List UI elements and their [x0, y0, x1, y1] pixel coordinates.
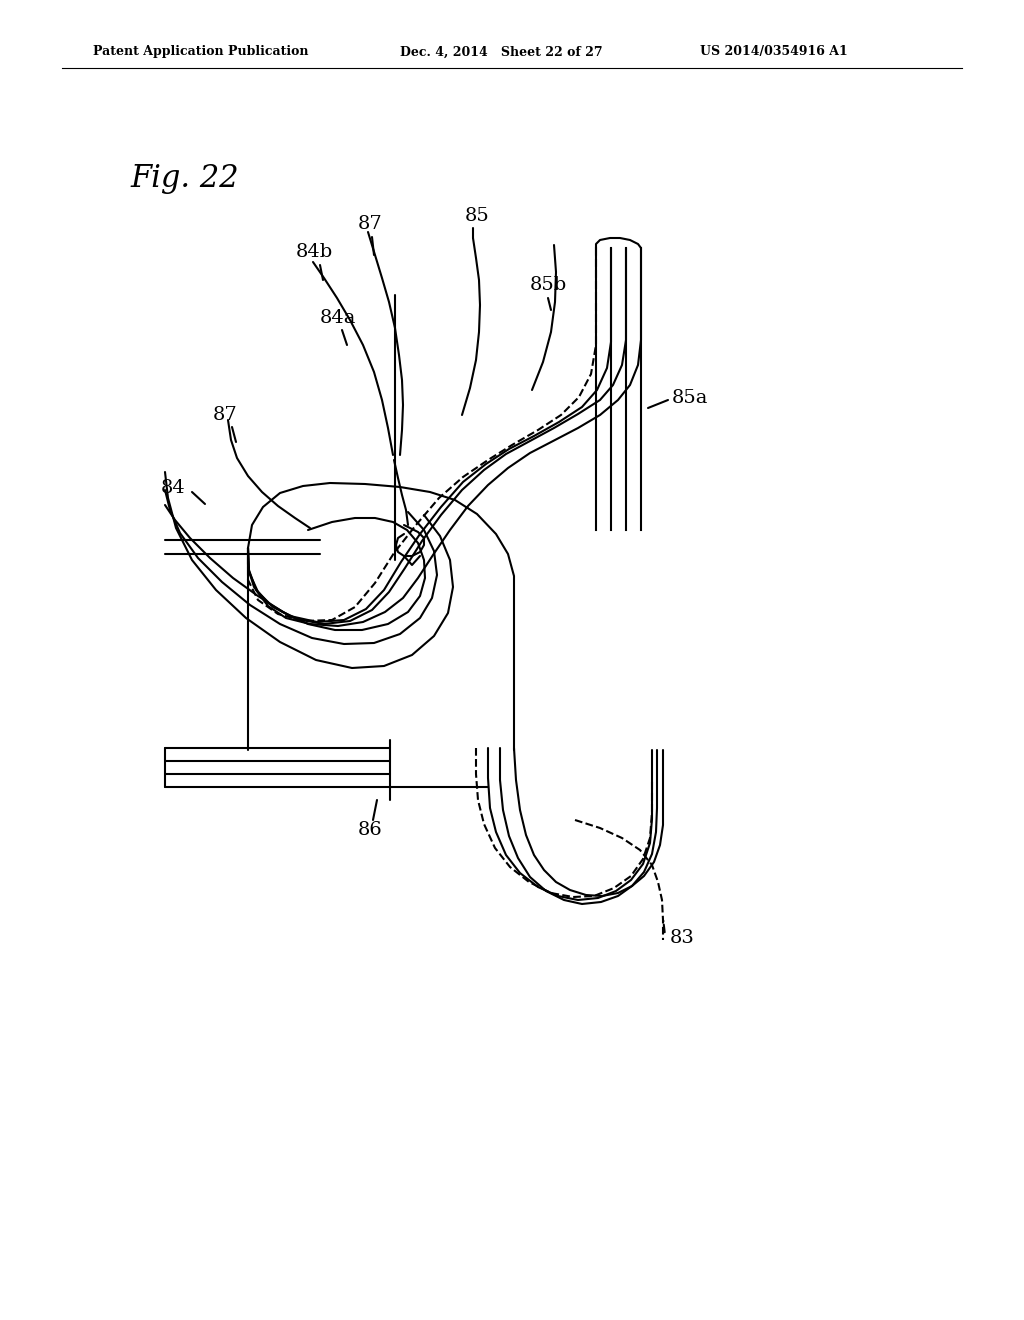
Text: 84: 84 [160, 479, 185, 498]
Text: US 2014/0354916 A1: US 2014/0354916 A1 [700, 45, 848, 58]
Text: Fig. 22: Fig. 22 [130, 162, 239, 194]
Text: 85b: 85b [529, 276, 566, 294]
Text: 85a: 85a [672, 389, 709, 407]
Text: Dec. 4, 2014   Sheet 22 of 27: Dec. 4, 2014 Sheet 22 of 27 [400, 45, 603, 58]
Text: 84a: 84a [319, 309, 356, 327]
Text: 85: 85 [465, 207, 489, 224]
Text: Patent Application Publication: Patent Application Publication [93, 45, 308, 58]
Text: 84b: 84b [295, 243, 333, 261]
Text: 87: 87 [213, 407, 238, 424]
Text: 87: 87 [357, 215, 382, 234]
Text: 83: 83 [670, 929, 695, 946]
Text: 86: 86 [357, 821, 382, 840]
